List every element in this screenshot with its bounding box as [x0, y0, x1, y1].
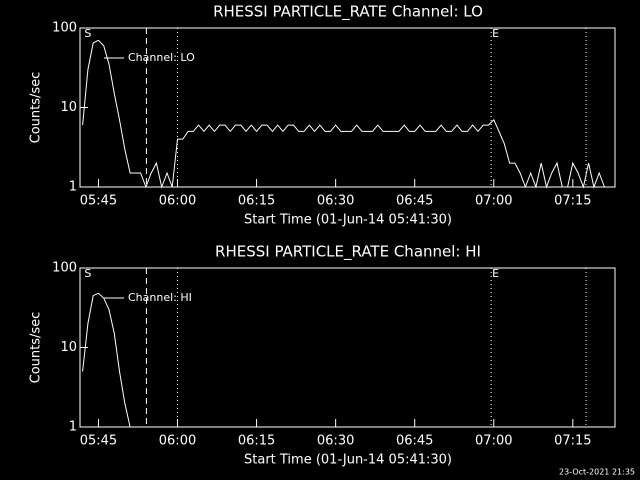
y-tick-label: 1	[69, 420, 77, 435]
x-tick-label: 07:00	[475, 434, 512, 449]
x-tick-label: 06:45	[396, 194, 433, 209]
x-tick-label: 06:00	[159, 194, 196, 209]
y-axis-label: Counts/sec	[29, 72, 44, 144]
y-tick-label: 100	[52, 261, 77, 276]
y-tick-label: 1	[69, 180, 77, 195]
x-tick-label: 06:30	[317, 194, 354, 209]
x-tick-label: 05:45	[80, 194, 117, 209]
y-axis-label: Counts/sec	[29, 312, 44, 384]
chart-title: RHESSI PARTICLE_RATE Channel: HI	[215, 243, 481, 262]
legend-label: Channel: HI	[128, 291, 192, 304]
y-tick-label: 10	[60, 100, 77, 115]
y-tick-label: 10	[60, 340, 77, 355]
start-label: S	[84, 267, 91, 280]
x-tick-label: 07:15	[554, 434, 591, 449]
x-axis-label: Start Time (01-Jun-14 05:41:30)	[244, 213, 452, 228]
chart-title: RHESSI PARTICLE_RATE Channel: LO	[213, 3, 483, 22]
x-axis-label: Start Time (01-Jun-14 05:41:30)	[244, 453, 452, 468]
end-label: E	[492, 267, 499, 280]
x-tick-label: 06:00	[159, 434, 196, 449]
x-tick-label: 05:45	[80, 434, 117, 449]
x-tick-label: 06:45	[396, 434, 433, 449]
data-line	[82, 39, 610, 189]
y-tick-label: 100	[52, 21, 77, 36]
end-label: E	[492, 27, 499, 40]
start-label: S	[84, 27, 91, 40]
x-tick-label: 07:15	[554, 194, 591, 209]
x-tick-label: 07:00	[475, 194, 512, 209]
legend-label: Channel: LO	[128, 51, 195, 64]
x-tick-label: 06:30	[317, 434, 354, 449]
data-line	[82, 292, 131, 428]
footer: 23-Oct-2021 21:35	[559, 468, 635, 477]
x-tick-label: 06:15	[238, 434, 275, 449]
x-tick-label: 06:15	[238, 194, 275, 209]
